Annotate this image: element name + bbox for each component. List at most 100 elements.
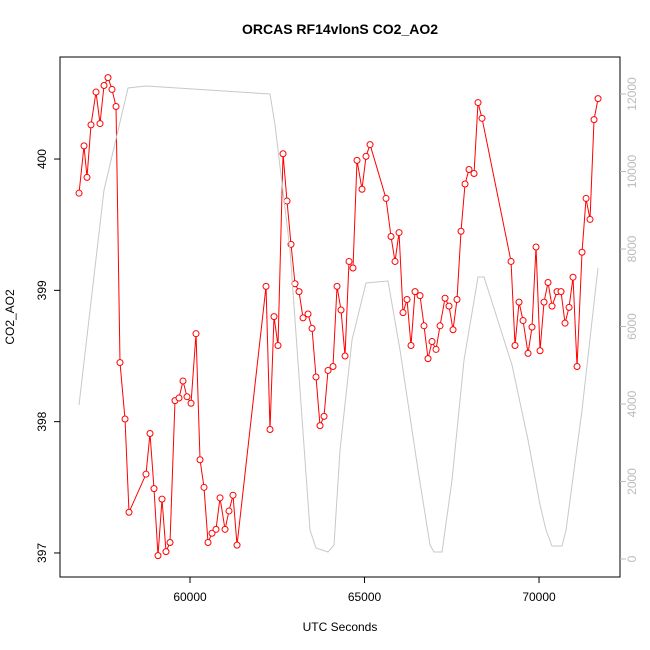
chart-title: ORCAS RF14vlonS CO2_AO2 bbox=[242, 21, 438, 37]
data-point bbox=[349, 264, 357, 272]
x-tick-label: 60000 bbox=[173, 590, 207, 604]
data-point bbox=[420, 322, 428, 330]
data-point bbox=[532, 243, 540, 251]
data-point bbox=[75, 189, 83, 197]
data-point bbox=[416, 292, 424, 300]
data-point bbox=[100, 81, 108, 89]
data-point bbox=[162, 548, 170, 556]
data-point bbox=[121, 415, 129, 423]
data-point bbox=[362, 152, 370, 160]
data-point bbox=[316, 422, 324, 430]
data-point bbox=[474, 99, 482, 107]
data-point bbox=[586, 215, 594, 223]
y2-tick-label: 6000 bbox=[625, 313, 639, 340]
data-point bbox=[221, 525, 229, 533]
data-point bbox=[449, 326, 457, 334]
data-point bbox=[387, 233, 395, 241]
data-point bbox=[478, 114, 486, 122]
data-point bbox=[519, 317, 527, 325]
data-point bbox=[183, 393, 191, 401]
data-point bbox=[432, 345, 440, 353]
data-point bbox=[428, 338, 436, 346]
data-point bbox=[540, 298, 548, 306]
data-point bbox=[312, 373, 320, 381]
x-tick-label: 70000 bbox=[522, 590, 556, 604]
data-point bbox=[515, 298, 523, 306]
data-point bbox=[436, 322, 444, 330]
data-point bbox=[279, 150, 287, 158]
data-point bbox=[399, 309, 407, 317]
data-point bbox=[578, 248, 586, 256]
data-point bbox=[341, 352, 349, 360]
data-point bbox=[320, 412, 328, 420]
data-point bbox=[590, 116, 598, 124]
y2-tick-label: 12000 bbox=[625, 77, 639, 111]
data-point bbox=[569, 273, 577, 281]
data-point bbox=[548, 302, 556, 310]
data-point bbox=[329, 363, 337, 371]
data-point bbox=[345, 257, 353, 265]
data-point bbox=[295, 288, 303, 296]
data-point bbox=[511, 341, 519, 349]
data-point bbox=[582, 194, 590, 202]
data-point bbox=[175, 394, 183, 402]
data-point bbox=[337, 306, 345, 314]
data-point bbox=[395, 229, 403, 237]
y2-tick-label: 8000 bbox=[625, 235, 639, 262]
data-point bbox=[445, 302, 453, 310]
x-tick-label: 65000 bbox=[348, 590, 382, 604]
y2-tick-label: 10000 bbox=[625, 155, 639, 189]
data-point bbox=[333, 282, 341, 290]
data-point bbox=[262, 282, 270, 290]
data-point bbox=[158, 495, 166, 503]
data-point bbox=[391, 257, 399, 265]
data-point bbox=[212, 525, 220, 533]
data-point bbox=[470, 169, 478, 177]
data-point bbox=[92, 88, 100, 96]
data-point bbox=[208, 529, 216, 537]
data-point bbox=[104, 74, 112, 82]
data-point bbox=[557, 288, 565, 296]
data-point bbox=[112, 103, 120, 111]
data-point bbox=[382, 194, 390, 202]
data-point bbox=[424, 355, 432, 363]
data-point bbox=[283, 197, 291, 205]
data-point bbox=[83, 173, 91, 181]
data-point bbox=[179, 377, 187, 385]
data-point bbox=[150, 485, 158, 493]
data-point bbox=[299, 314, 307, 322]
data-point bbox=[353, 156, 361, 164]
data-point bbox=[407, 341, 415, 349]
series-line bbox=[78, 76, 599, 556]
y-tick-label: 398 bbox=[35, 411, 49, 431]
data-point bbox=[507, 257, 515, 265]
data-point bbox=[146, 429, 154, 437]
data-point bbox=[204, 538, 212, 546]
data-point bbox=[441, 294, 449, 302]
data-point bbox=[196, 456, 204, 464]
data-point bbox=[87, 121, 95, 129]
data-point bbox=[403, 296, 411, 304]
data-point bbox=[192, 330, 200, 338]
data-point bbox=[453, 296, 461, 304]
y-axis-label: CO2_AO2 bbox=[3, 289, 17, 345]
data-point bbox=[274, 341, 282, 349]
data-point bbox=[561, 319, 569, 327]
y-tick-label: 399 bbox=[35, 280, 49, 300]
data-point bbox=[528, 323, 536, 331]
data-point bbox=[465, 166, 473, 174]
y-tick-label: 400 bbox=[35, 149, 49, 169]
y2-tick-label: 2000 bbox=[625, 468, 639, 495]
data-point bbox=[411, 288, 419, 296]
series-line bbox=[78, 85, 599, 553]
data-point bbox=[536, 347, 544, 355]
data-point bbox=[461, 180, 469, 188]
y-tick-label: 397 bbox=[35, 543, 49, 563]
data-point bbox=[565, 303, 573, 311]
data-point bbox=[573, 363, 581, 371]
data-point bbox=[166, 538, 174, 546]
data-point bbox=[142, 470, 150, 478]
data-point bbox=[544, 278, 552, 286]
data-point bbox=[80, 142, 88, 150]
data-point bbox=[229, 491, 237, 499]
